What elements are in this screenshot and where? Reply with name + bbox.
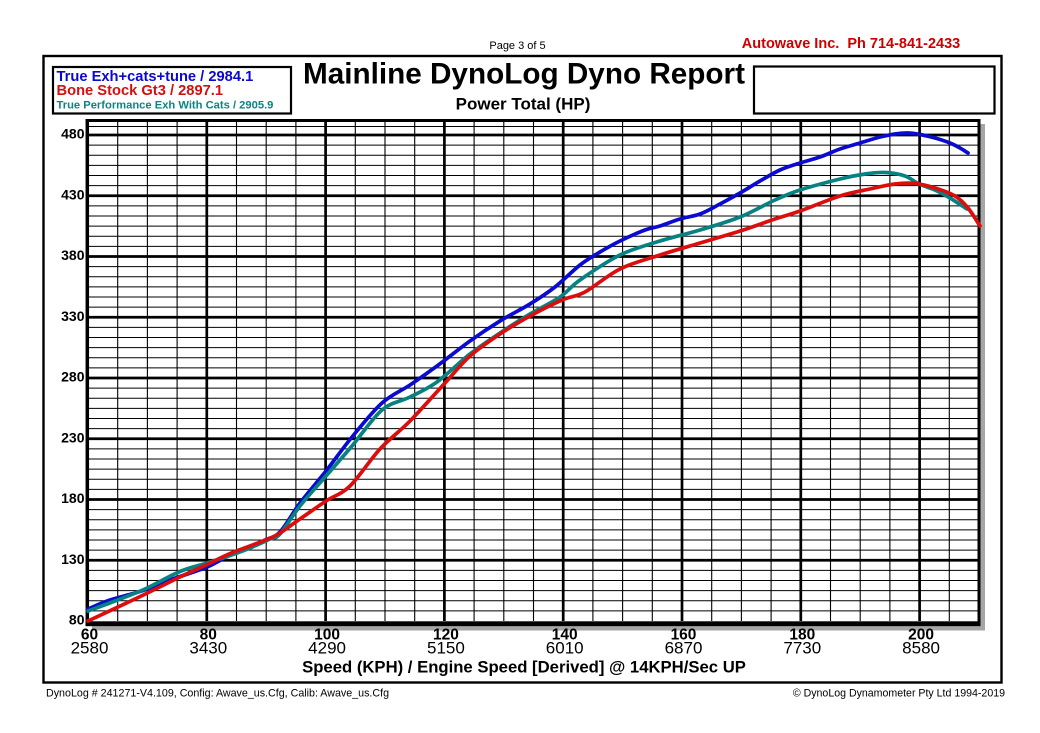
svg-text:200: 200 <box>908 627 934 644</box>
svg-text:DynoLog # 241271-V4.109, Confi: DynoLog # 241271-V4.109, Config: Awave_u… <box>46 688 389 700</box>
svg-text:True Exh+cats+tune / 2984.1: True Exh+cats+tune / 2984.1 <box>57 69 254 85</box>
svg-text:130: 130 <box>61 551 85 567</box>
svg-text:180: 180 <box>61 490 85 506</box>
svg-text:Page 3 of 5: Page 3 of 5 <box>489 40 545 52</box>
svg-text:4290: 4290 <box>308 639 346 658</box>
svg-text:430: 430 <box>61 186 85 202</box>
svg-text:6870: 6870 <box>665 639 703 658</box>
svg-text:330: 330 <box>61 308 85 324</box>
svg-text:280: 280 <box>61 369 85 385</box>
svg-text:3430: 3430 <box>189 639 227 658</box>
svg-text:480: 480 <box>61 126 85 142</box>
svg-text:230: 230 <box>61 429 85 445</box>
svg-text:60: 60 <box>81 627 98 644</box>
svg-text:100: 100 <box>314 627 340 644</box>
svg-text:80: 80 <box>200 627 217 644</box>
svg-text:© DynoLog Dynamometer Pty Ltd: © DynoLog Dynamometer Pty Ltd 1994-2019 <box>793 688 1005 700</box>
svg-text:180: 180 <box>789 627 815 644</box>
svg-text:Mainline DynoLog Dyno Report: Mainline DynoLog Dyno Report <box>303 58 745 91</box>
svg-text:80: 80 <box>69 612 85 628</box>
svg-text:6010: 6010 <box>546 639 584 658</box>
svg-text:160: 160 <box>671 627 697 644</box>
svg-text:140: 140 <box>552 627 578 644</box>
svg-text:Power Total (HP): Power Total (HP) <box>456 95 591 114</box>
svg-text:2580: 2580 <box>71 639 109 658</box>
svg-text:Autowave Inc. Ph 714-841-2433: Autowave Inc. Ph 714-841-2433 <box>742 36 960 52</box>
svg-text:7730: 7730 <box>783 639 821 658</box>
svg-text:120: 120 <box>433 627 459 644</box>
svg-text:380: 380 <box>61 247 85 263</box>
svg-text:True Performance Exh With Cats: True Performance Exh With Cats / 2905.9 <box>57 100 274 112</box>
svg-text:8580: 8580 <box>902 639 940 658</box>
svg-text:Speed (KPH) / Engine Speed [De: Speed (KPH) / Engine Speed [Derived] @ 1… <box>302 658 746 677</box>
svg-text:5150: 5150 <box>427 639 465 658</box>
svg-text:Bone Stock Gt3 / 2897.1: Bone Stock Gt3 / 2897.1 <box>57 83 224 99</box>
